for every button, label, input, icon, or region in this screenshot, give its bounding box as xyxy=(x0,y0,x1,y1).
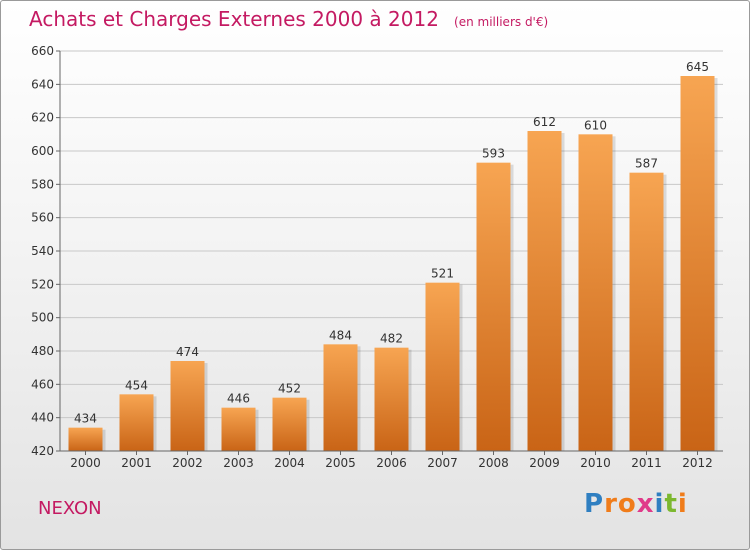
y-tick-label: 500 xyxy=(31,311,54,325)
data-label: 454 xyxy=(125,378,148,392)
y-tick-label: 580 xyxy=(31,177,54,191)
data-label: 645 xyxy=(686,60,709,74)
data-label: 452 xyxy=(278,382,301,396)
data-label: 593 xyxy=(482,147,505,161)
data-label: 521 xyxy=(431,267,454,281)
logo-letter: r xyxy=(604,489,618,519)
chart-title: Achats et Charges Externes 2000 à 2012 (… xyxy=(29,7,548,31)
y-tick-label: 560 xyxy=(31,211,54,225)
bar-2009 xyxy=(527,131,562,451)
title-text: Achats et Charges Externes 2000 à 2012 xyxy=(29,7,439,31)
x-tick-label: 2002 xyxy=(172,456,203,470)
bar-2000 xyxy=(68,427,103,451)
proxiti-logo: Proxiti xyxy=(584,489,688,519)
logo-letter: i xyxy=(677,489,688,519)
bar-2003 xyxy=(221,407,256,451)
y-tick-label: 600 xyxy=(31,144,54,158)
x-tick-label: 2001 xyxy=(121,456,152,470)
bar-2004 xyxy=(272,397,307,451)
y-tick-label: 420 xyxy=(31,444,54,458)
logo-letter: i xyxy=(654,489,665,519)
data-label: 482 xyxy=(380,332,403,346)
y-tick-label: 520 xyxy=(31,277,54,291)
data-label: 612 xyxy=(533,115,556,129)
x-tick-label: 2004 xyxy=(274,456,305,470)
x-tick-label: 2008 xyxy=(478,456,509,470)
data-label: 474 xyxy=(176,345,199,359)
bar-2007 xyxy=(425,282,460,451)
x-tick-label: 2000 xyxy=(70,456,101,470)
y-tick-label: 460 xyxy=(31,377,54,391)
bar-2001 xyxy=(119,394,154,451)
x-tick-label: 2007 xyxy=(427,456,458,470)
x-tick-label: 2006 xyxy=(376,456,407,470)
x-tick-label: 2011 xyxy=(631,456,662,470)
y-tick-label: 540 xyxy=(31,244,54,258)
x-tick-label: 2003 xyxy=(223,456,254,470)
bar-2005 xyxy=(323,344,358,451)
bars: 434 454 474 446 452 484 482 521 593 612 610 587 645 xyxy=(68,60,718,452)
x-tick-label: 2005 xyxy=(325,456,356,470)
data-label: 434 xyxy=(74,412,97,426)
y-tick-label: 480 xyxy=(31,344,54,358)
y-tick-label: 620 xyxy=(31,111,54,125)
bar-2002 xyxy=(170,361,205,451)
data-label: 587 xyxy=(635,157,658,171)
data-label: 446 xyxy=(227,392,250,406)
x-tick-label: 2009 xyxy=(529,456,560,470)
data-label: 610 xyxy=(584,118,607,132)
bar-2011 xyxy=(629,172,664,451)
y-tick-label: 440 xyxy=(31,411,54,425)
axes: 420 440 460 480 500 520 540 560 580 600 620 640 660 2… xyxy=(31,44,723,470)
bar-2010 xyxy=(578,134,613,452)
unit-text: (en milliers d'€) xyxy=(454,15,549,29)
logo-letter: t xyxy=(664,489,678,519)
y-tick-label: 640 xyxy=(31,77,54,91)
logo-letter: x xyxy=(636,489,655,519)
bar-2006 xyxy=(374,347,409,451)
bar-2012 xyxy=(680,76,715,451)
x-tick-label: 2010 xyxy=(580,456,611,470)
data-label: 484 xyxy=(329,328,352,342)
logo-letter: o xyxy=(617,489,637,519)
commune-name: NEXON xyxy=(38,498,102,519)
logo-letter: P xyxy=(584,489,605,519)
y-tick-label: 660 xyxy=(31,44,54,58)
x-tick-label: 2012 xyxy=(682,456,713,470)
bar-2008 xyxy=(476,162,511,451)
